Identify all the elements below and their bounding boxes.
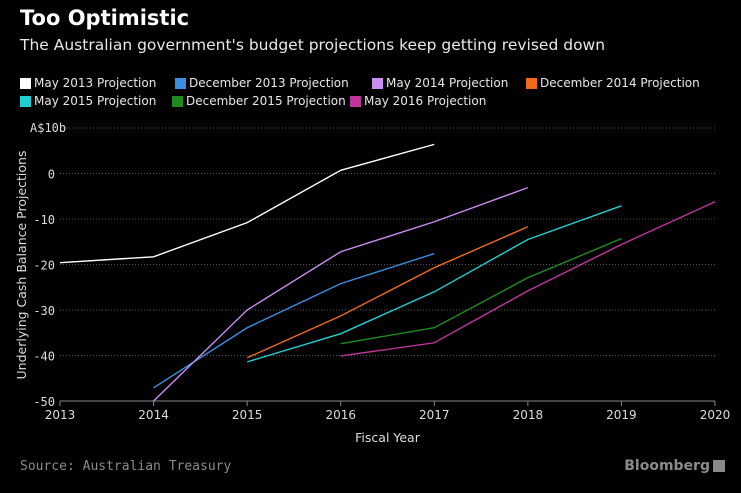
legend-item: May 2015 Projection: [20, 94, 156, 108]
legend-item: December 2014 Projection: [526, 76, 700, 90]
legend-swatch: [20, 95, 31, 107]
legend-item: May 2013 Projection: [20, 76, 156, 90]
x-axis-title: Fiscal Year: [355, 430, 421, 445]
x-tick-label: 2019: [606, 408, 637, 422]
legend-label: May 2014 Projection: [386, 76, 509, 90]
legend-swatch: [526, 77, 537, 89]
x-tick-label: 2017: [419, 408, 450, 422]
legend-swatch: [172, 95, 183, 107]
series-line: [246, 205, 622, 363]
legend-label: May 2015 Projection: [34, 94, 157, 108]
series-line: [246, 226, 529, 359]
y-tick-label: 0: [48, 168, 55, 182]
y-unit-label: A$10b: [30, 121, 66, 135]
y-tick-label: -20: [33, 259, 55, 273]
series-line: [153, 186, 529, 402]
x-tick-label: 2013: [45, 408, 76, 422]
source-note: Source: Australian Treasury: [20, 459, 232, 474]
series-line: [153, 252, 435, 389]
series-line: [59, 143, 435, 264]
y-tick-label: -30: [33, 304, 55, 318]
legend-item: May 2014 Projection: [372, 76, 508, 90]
series-line: [340, 201, 716, 357]
series-line: [340, 237, 622, 345]
bloomberg-logo: Bloomberg: [624, 458, 725, 474]
y-tick-label: -50: [33, 395, 55, 409]
y-tick-label: -10: [33, 213, 55, 227]
chart-subtitle: The Australian government's budget proje…: [20, 36, 606, 54]
y-axis-title: Underlying Cash Balance Projections: [14, 151, 29, 380]
legend-swatch: [350, 95, 361, 107]
legend-label: May 2013 Projection: [34, 76, 157, 90]
logo-text: Bloomberg: [624, 458, 710, 474]
legend-item: May 2016 Projection: [350, 94, 486, 108]
legend-swatch: [372, 77, 383, 89]
x-tick-label: 2014: [138, 408, 169, 422]
logo-icon: [713, 460, 725, 472]
x-tick-label: 2015: [232, 408, 263, 422]
x-tick-label: 2018: [513, 408, 544, 422]
y-tick-label: -40: [33, 350, 55, 364]
legend-label: May 2016 Projection: [364, 94, 487, 108]
legend-item: December 2013 Projection: [175, 76, 349, 90]
x-tick-label: 2016: [325, 408, 356, 422]
chart-title: Too Optimistic: [20, 6, 190, 30]
legend-label: December 2013 Projection: [189, 76, 349, 90]
legend-label: December 2015 Projection: [186, 94, 346, 108]
legend-item: December 2015 Projection: [172, 94, 346, 108]
legend-swatch: [175, 77, 186, 89]
x-tick-label: 2020: [700, 408, 731, 422]
legend-swatch: [20, 77, 31, 89]
legend-label: December 2014 Projection: [540, 76, 700, 90]
